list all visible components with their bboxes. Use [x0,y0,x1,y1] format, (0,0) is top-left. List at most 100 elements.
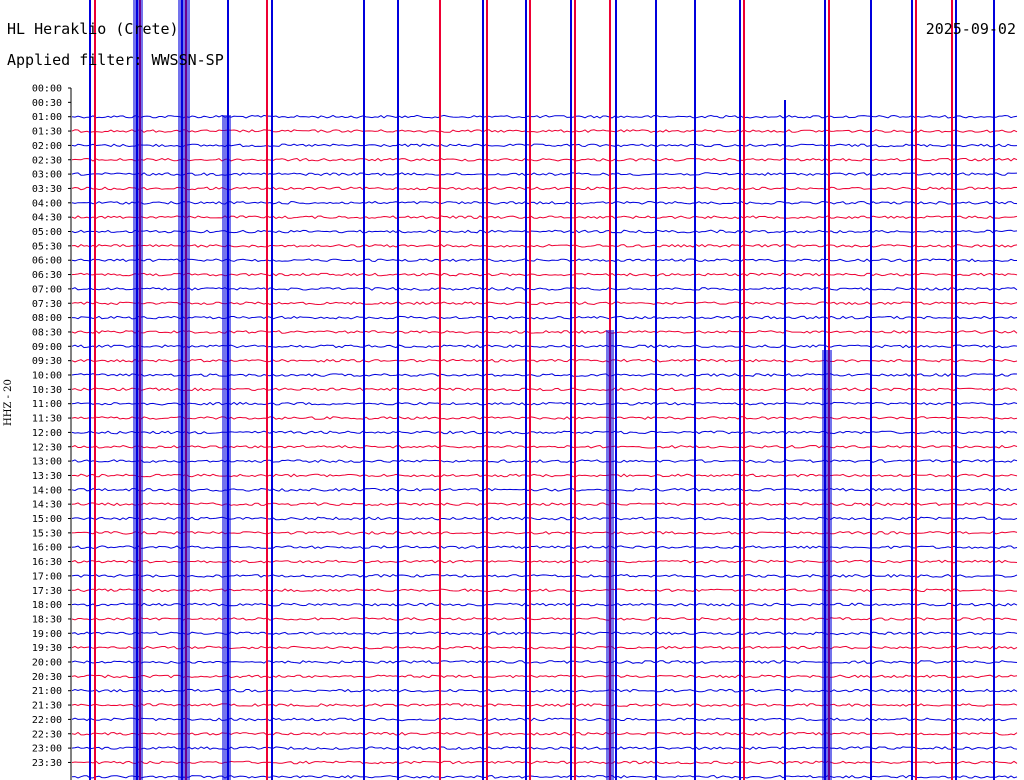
trace-line-21 [71,416,1018,420]
tick-label-18: 09:00 [32,342,62,353]
trace-line-10 [71,258,1017,263]
tick-label-0: 00:00 [32,84,62,95]
tick-label-43: 21:30 [32,701,62,712]
tick-label-15: 07:30 [32,299,62,310]
trace-line-14 [71,315,1018,320]
trace-line-25 [71,473,1018,478]
trace-line-7 [71,215,1018,220]
trace-line-28 [71,516,1018,521]
trace-line-40 [71,688,1018,693]
trace-line-6 [71,200,1018,205]
tick-label-46: 23:00 [32,744,62,755]
trace-line-1 [71,129,1018,133]
time-tick-labels: 00:00 00:30 01:00 01:30 02:00 02:30 03:00 03:30… [32,84,71,769]
tick-label-17: 08:30 [32,327,62,338]
trace-line-35 [71,617,1018,621]
tick-label-24: 12:00 [32,428,62,439]
trace-line-4 [71,172,1018,177]
trace-line-20 [71,401,1018,406]
tick-label-3: 01:30 [32,127,62,138]
tick-label-39: 19:30 [32,643,62,654]
tick-label-9: 04:30 [32,213,62,224]
trace-line-30 [71,545,1018,550]
trace-line-37 [71,645,1018,650]
trace-line-33 [71,588,1017,593]
trace-line-0 [71,114,1018,119]
trace-line-46 [71,774,1018,779]
trace-line-34 [71,602,1018,607]
tick-label-47: 23:30 [32,758,62,769]
tick-label-12: 06:00 [32,256,62,267]
tick-label-32: 16:00 [32,543,62,554]
trace-line-26 [71,487,1018,492]
tick-label-28: 14:00 [32,485,62,496]
tick-label-10: 05:00 [32,227,62,238]
trace-line-36 [71,631,1018,636]
filter-label: Applied filter: WWSSN-SP [7,51,224,69]
burst-1 [178,0,190,780]
tick-label-2: 01:00 [32,112,62,123]
trace-line-2 [71,143,1018,148]
trace-line-15 [71,330,1018,334]
tick-label-25: 12:30 [32,442,62,453]
tick-label-35: 17:30 [32,586,62,597]
tick-label-44: 22:00 [32,715,62,726]
tick-label-16: 08:00 [32,313,62,324]
tick-label-11: 05:30 [32,241,62,252]
tick-label-37: 18:30 [32,614,62,625]
tick-label-4: 02:00 [32,141,62,152]
tick-label-22: 11:00 [32,399,62,410]
burst-2 [222,115,231,780]
tick-label-29: 14:30 [32,500,62,511]
channel-label: HHZ - 20 [3,379,14,426]
tick-label-23: 11:30 [32,414,62,425]
trace-line-32 [71,573,1018,578]
tick-label-45: 22:30 [32,729,62,740]
tick-label-27: 13:30 [32,471,62,482]
trace-line-8 [71,229,1018,234]
trace-line-24 [71,459,1018,463]
burst-3 [822,350,832,780]
tick-label-36: 18:00 [32,600,62,611]
trace-line-43 [71,731,1018,736]
trace-line-39 [71,674,1018,679]
record-date: 2025-09-02 [925,20,1016,38]
event-spikes [89,0,995,780]
trace-line-5 [71,186,1018,191]
trace-line-12 [71,287,1018,291]
trace-line-45 [71,760,1018,765]
burst-4 [606,330,614,780]
tick-label-14: 07:00 [32,284,62,295]
tick-label-7: 03:30 [32,184,62,195]
trace-line-13 [71,301,1018,306]
tick-label-5: 02:30 [32,155,62,166]
trace-line-29 [71,530,1018,535]
trace-line-16 [71,344,1018,349]
trace-line-31 [71,559,1018,564]
tick-label-19: 09:30 [32,356,62,367]
trace-line-11 [71,272,1018,277]
trace-line-17 [71,358,1018,363]
trace-line-18 [71,373,1018,377]
tick-label-34: 17:00 [32,571,62,582]
trace-line-19 [71,387,1018,392]
tick-label-38: 19:00 [32,629,62,640]
trace-line-23 [71,444,1018,449]
trace-line-3 [71,157,1018,162]
tick-label-33: 16:30 [32,557,62,568]
tick-label-13: 06:30 [32,270,62,281]
trace-line-27 [71,502,1018,506]
tick-label-40: 20:00 [32,658,62,669]
tick-label-1: 00:30 [32,98,62,109]
tick-label-26: 13:00 [32,457,62,468]
station-title: HL Heraklio (Crete) [7,20,179,38]
tick-label-42: 21:00 [32,686,62,697]
trace-line-22 [71,430,1018,435]
tick-label-20: 10:00 [32,371,62,382]
tick-label-8: 04:00 [32,198,62,209]
trace-line-44 [71,746,1018,751]
tick-label-31: 15:30 [32,528,62,539]
burst-0 [133,0,143,780]
trace-line-38 [71,660,1018,664]
